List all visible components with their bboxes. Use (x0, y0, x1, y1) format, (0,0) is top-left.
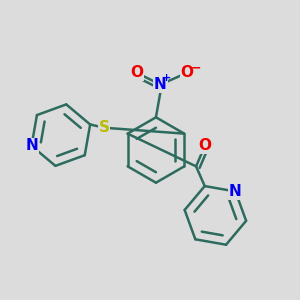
Text: O: O (130, 65, 143, 80)
Text: N: N (229, 184, 242, 199)
Text: −: − (190, 62, 201, 75)
Text: O: O (181, 65, 194, 80)
Text: N: N (154, 77, 167, 92)
Text: O: O (199, 138, 212, 153)
Text: N: N (25, 138, 38, 153)
Text: +: + (162, 73, 172, 83)
Text: S: S (98, 120, 110, 135)
